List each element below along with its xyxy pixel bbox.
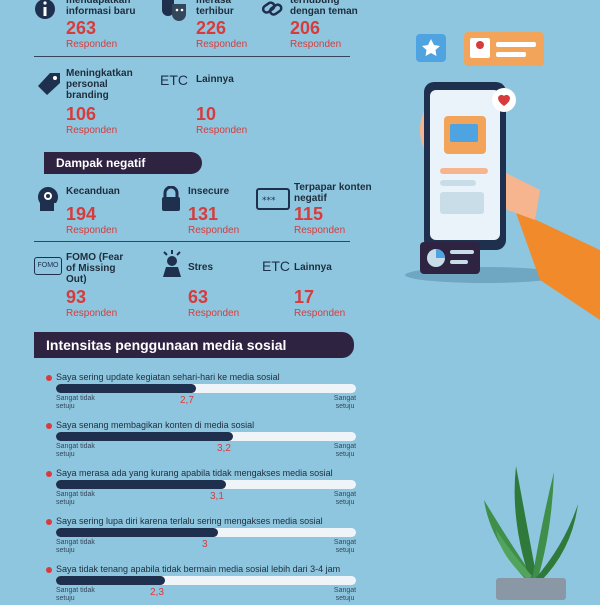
intensity-score: 2,3	[150, 587, 164, 598]
intensity-score: 3,2	[217, 443, 231, 454]
intensity-bar-track	[56, 576, 356, 585]
statement-bullet	[46, 423, 52, 429]
info-icon	[34, 0, 56, 22]
top-label-3: terhubung dengan teman	[290, 0, 358, 17]
insecure-number: 131	[188, 204, 219, 224]
top-number-3: 206	[290, 18, 321, 38]
intensity-score: 3	[202, 539, 208, 550]
top-number-1: 263	[66, 18, 97, 38]
statement-text: Saya sering lupa diri karena terlalu ser…	[56, 516, 323, 526]
other-number: 10	[196, 104, 217, 124]
statement-text: Saya merasa ada yang kurang apabila tida…	[56, 468, 333, 478]
scale-low-label: Sangat tidak setuju	[56, 587, 95, 602]
scale-high-label: Sangat setuju	[333, 587, 357, 602]
top-label-2: merasa terhibur	[196, 0, 234, 17]
intensity-bar-track	[56, 432, 356, 441]
scale-high-label: Sangat setuju	[333, 491, 357, 506]
intensity-score: 3,1	[210, 491, 224, 502]
password-screen-icon: ***	[256, 188, 290, 212]
fomo-label: FOMO (Fear of Missing Out)	[66, 252, 124, 285]
stress-number: 63	[188, 287, 209, 307]
scale-low-label: Sangat tidak setuju	[56, 395, 95, 410]
other-negative-label: Lainnya	[294, 262, 332, 273]
statement-text: Saya tidak tenang apabila tidak bermain …	[56, 564, 341, 574]
fomo-icon: FOMO	[34, 257, 62, 275]
scale-high-label: Sangat setuju	[333, 443, 357, 458]
branding-unit: Responden	[66, 125, 118, 136]
statement-text: Saya sering update kegiatan sehari-hari …	[56, 372, 280, 382]
stress-label: Stres	[188, 262, 214, 273]
other-negative-number: 17	[294, 287, 315, 307]
top-label-1: mendapatkan informasi baru	[66, 0, 136, 17]
negative-content-label: Terpapar konten negatif	[294, 182, 372, 204]
negative-content-unit: Responden	[294, 225, 346, 236]
svg-text:***: ***	[262, 196, 276, 206]
intensity-bar-fill	[56, 528, 218, 537]
statement-bullet	[46, 375, 52, 381]
scale-low-label: Sangat tidak setuju	[56, 443, 95, 458]
addiction-label: Kecanduan	[66, 186, 120, 197]
statement-bullet	[46, 471, 52, 477]
stress-person-icon	[160, 250, 184, 278]
scale-high-label: Sangat setuju	[333, 539, 357, 554]
top-unit-2: Responden	[196, 39, 248, 50]
phone-illustration	[390, 20, 600, 320]
divider-1	[34, 56, 350, 57]
intensity-bar-track	[56, 528, 356, 537]
fomo-icon-text: FOMO	[37, 262, 59, 269]
other-label: Lainnya	[196, 74, 234, 85]
intensity-bar-fill	[56, 480, 226, 489]
stress-unit: Responden	[188, 308, 240, 319]
etc-icon: ETC	[160, 72, 188, 88]
intensity-bar-fill	[56, 576, 165, 585]
fomo-number: 93	[66, 287, 87, 307]
intensity-bar-track	[56, 480, 356, 489]
negative-banner: Dampak negatif	[44, 152, 202, 174]
divider-2	[34, 241, 350, 242]
plant-illustration	[480, 460, 580, 600]
scale-low-label: Sangat tidak setuju	[56, 539, 95, 554]
statement-bullet	[46, 519, 52, 525]
statement-bullet	[46, 567, 52, 573]
tag-icon	[36, 70, 62, 96]
intensity-bar-fill	[56, 432, 233, 441]
other-negative-unit: Responden	[294, 308, 346, 319]
theater-masks-icon	[160, 0, 188, 24]
etc-icon-2: ETC	[262, 258, 290, 274]
top-unit-1: Responden	[66, 39, 118, 50]
statement-text: Saya senang membagikan konten di media s…	[56, 420, 255, 430]
scale-low-label: Sangat tidak setuju	[56, 491, 95, 506]
insecure-unit: Responden	[188, 225, 240, 236]
intensity-bar-track	[56, 384, 356, 393]
other-unit: Responden	[196, 125, 248, 136]
link-icon	[261, 0, 284, 20]
addiction-unit: Responden	[66, 225, 118, 236]
scale-high-label: Sangat setuju	[333, 395, 357, 410]
branding-number: 106	[66, 104, 97, 124]
top-unit-3: Responden	[290, 39, 342, 50]
addiction-number: 194	[66, 204, 97, 224]
fomo-unit: Responden	[66, 308, 118, 319]
intensity-score: 2,7	[180, 395, 194, 406]
top-number-2: 226	[196, 18, 227, 38]
insecure-label: Insecure	[188, 186, 230, 197]
negative-content-number: 115	[294, 204, 324, 224]
branding-label: Meningkatkan personal branding	[66, 68, 133, 101]
intensity-bar-fill	[56, 384, 196, 393]
intensity-banner: Intensitas penggunaan media sosial	[34, 332, 354, 358]
head-gear-icon	[34, 185, 62, 213]
lock-icon	[160, 185, 182, 212]
